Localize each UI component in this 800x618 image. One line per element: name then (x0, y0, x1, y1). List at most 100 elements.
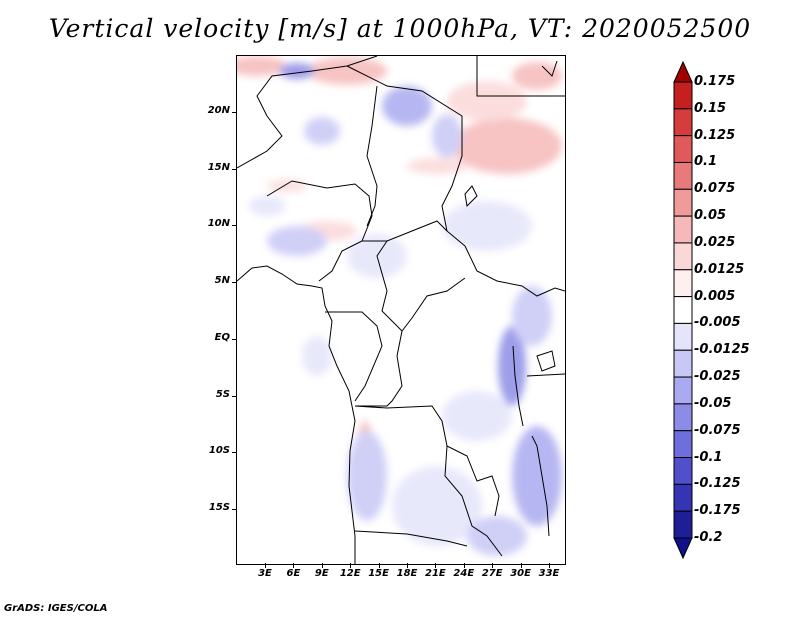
colorbar-segment (673, 215, 693, 244)
negative-patch (392, 466, 482, 546)
colorbar-label: 0.0125 (694, 261, 745, 277)
y-tick (232, 112, 237, 113)
grads-credit: GrADS: IGES/COLA (4, 603, 108, 614)
x-tick (265, 563, 266, 568)
map-svg (237, 56, 565, 564)
x-tick (549, 563, 550, 568)
positive-patch (407, 158, 467, 174)
border-line (346, 65, 466, 247)
border-line (362, 220, 448, 242)
negative-patch (442, 391, 512, 441)
x-axis-label: 3E (258, 568, 272, 579)
colorbar-segment (673, 269, 693, 298)
colorbar-label: 0.075 (694, 181, 736, 197)
x-axis-label: 27E (481, 568, 503, 579)
positive-patch (512, 62, 562, 90)
x-axis-label: 18E (396, 568, 418, 579)
colorbar-segment (673, 135, 693, 163)
coastline (237, 265, 356, 564)
y-tick (232, 395, 237, 397)
colorbar-segment (673, 376, 693, 405)
colorbar-segment (673, 108, 693, 137)
colorbar-label: 0.1 (694, 154, 718, 170)
y-tick (232, 452, 237, 454)
map-panel (236, 55, 566, 565)
lake-outline (464, 185, 478, 208)
x-tick (407, 563, 408, 568)
y-axis-label: 5S (215, 388, 230, 400)
colorbar-min-triangle (673, 537, 693, 560)
negative-patch (304, 117, 340, 145)
y-tick (232, 338, 237, 340)
colorbar-label: -0.075 (694, 422, 741, 438)
positive-patch (447, 81, 527, 121)
colorbar-segment (673, 242, 693, 271)
x-tick (435, 563, 437, 568)
colorbar-label: 0.15 (694, 100, 727, 116)
x-tick (350, 563, 352, 568)
colorbar-label: -0.05 (694, 395, 732, 411)
negative-patch (512, 286, 552, 346)
border-line (354, 405, 500, 517)
border-line (237, 56, 378, 169)
negative-patch (249, 196, 285, 216)
colorbar-segment (673, 430, 693, 459)
negative-patch (432, 114, 462, 158)
colorbar-segment (673, 161, 693, 190)
y-axis-label: 10S (208, 445, 230, 457)
colorbar-segment (673, 349, 693, 378)
negative-patch (442, 201, 532, 251)
x-axis-label: 15E (368, 568, 389, 579)
colorbar-segment (673, 81, 693, 110)
x-axis-label: 24E (453, 568, 475, 579)
border-line (355, 330, 403, 407)
colorbar-segment (673, 322, 693, 351)
colorbar-label: 0.005 (694, 288, 736, 304)
velocity-field (237, 56, 562, 556)
x-tick (293, 563, 295, 568)
colorbar-label: -0.025 (694, 369, 741, 385)
border-line (476, 56, 565, 97)
colorbar-max-triangle (673, 60, 693, 83)
colorbar-label: 0.125 (694, 127, 736, 143)
colorbar (673, 60, 693, 560)
negative-patch (498, 326, 526, 406)
colorbar-segment (673, 457, 693, 485)
x-axis-label: 6E (286, 568, 301, 579)
colorbar-label: -0.005 (694, 315, 741, 331)
y-axis-label: 10N (207, 218, 230, 230)
negative-patch (467, 516, 527, 556)
negative-patch (382, 86, 432, 126)
x-axis-label: 21E (425, 568, 446, 579)
positive-patch (237, 56, 287, 76)
y-axis-label: 20N (207, 105, 230, 116)
border-line (464, 245, 565, 297)
negative-patch (347, 431, 387, 521)
positive-patch (307, 57, 387, 85)
colorbar-segment (673, 296, 693, 324)
x-tick (321, 563, 323, 568)
x-axis-label: 9E (314, 568, 329, 579)
border-line (366, 85, 378, 227)
border-line (266, 180, 373, 282)
y-axis-label: 5N (214, 275, 230, 287)
colorbar-segment (673, 483, 693, 512)
colorbar-label: 0.05 (694, 208, 727, 224)
colorbar-segment (673, 510, 693, 539)
colorbar-label: -0.175 (694, 503, 741, 519)
colorbar-label: -0.1 (694, 449, 723, 465)
y-axis-label: 15S (208, 501, 230, 513)
y-tick (232, 508, 237, 510)
border-line (541, 60, 558, 77)
lake-outline (512, 345, 524, 427)
colorbar-label: -0.0125 (694, 342, 750, 358)
positive-patch (267, 180, 307, 192)
border-line (325, 311, 383, 402)
colorbar-label: 0.175 (694, 74, 736, 89)
x-tick (492, 563, 494, 568)
y-tick (232, 168, 237, 170)
border-line (526, 373, 565, 377)
lake-outline (531, 435, 550, 537)
border-line (354, 530, 468, 547)
x-tick (520, 563, 522, 568)
